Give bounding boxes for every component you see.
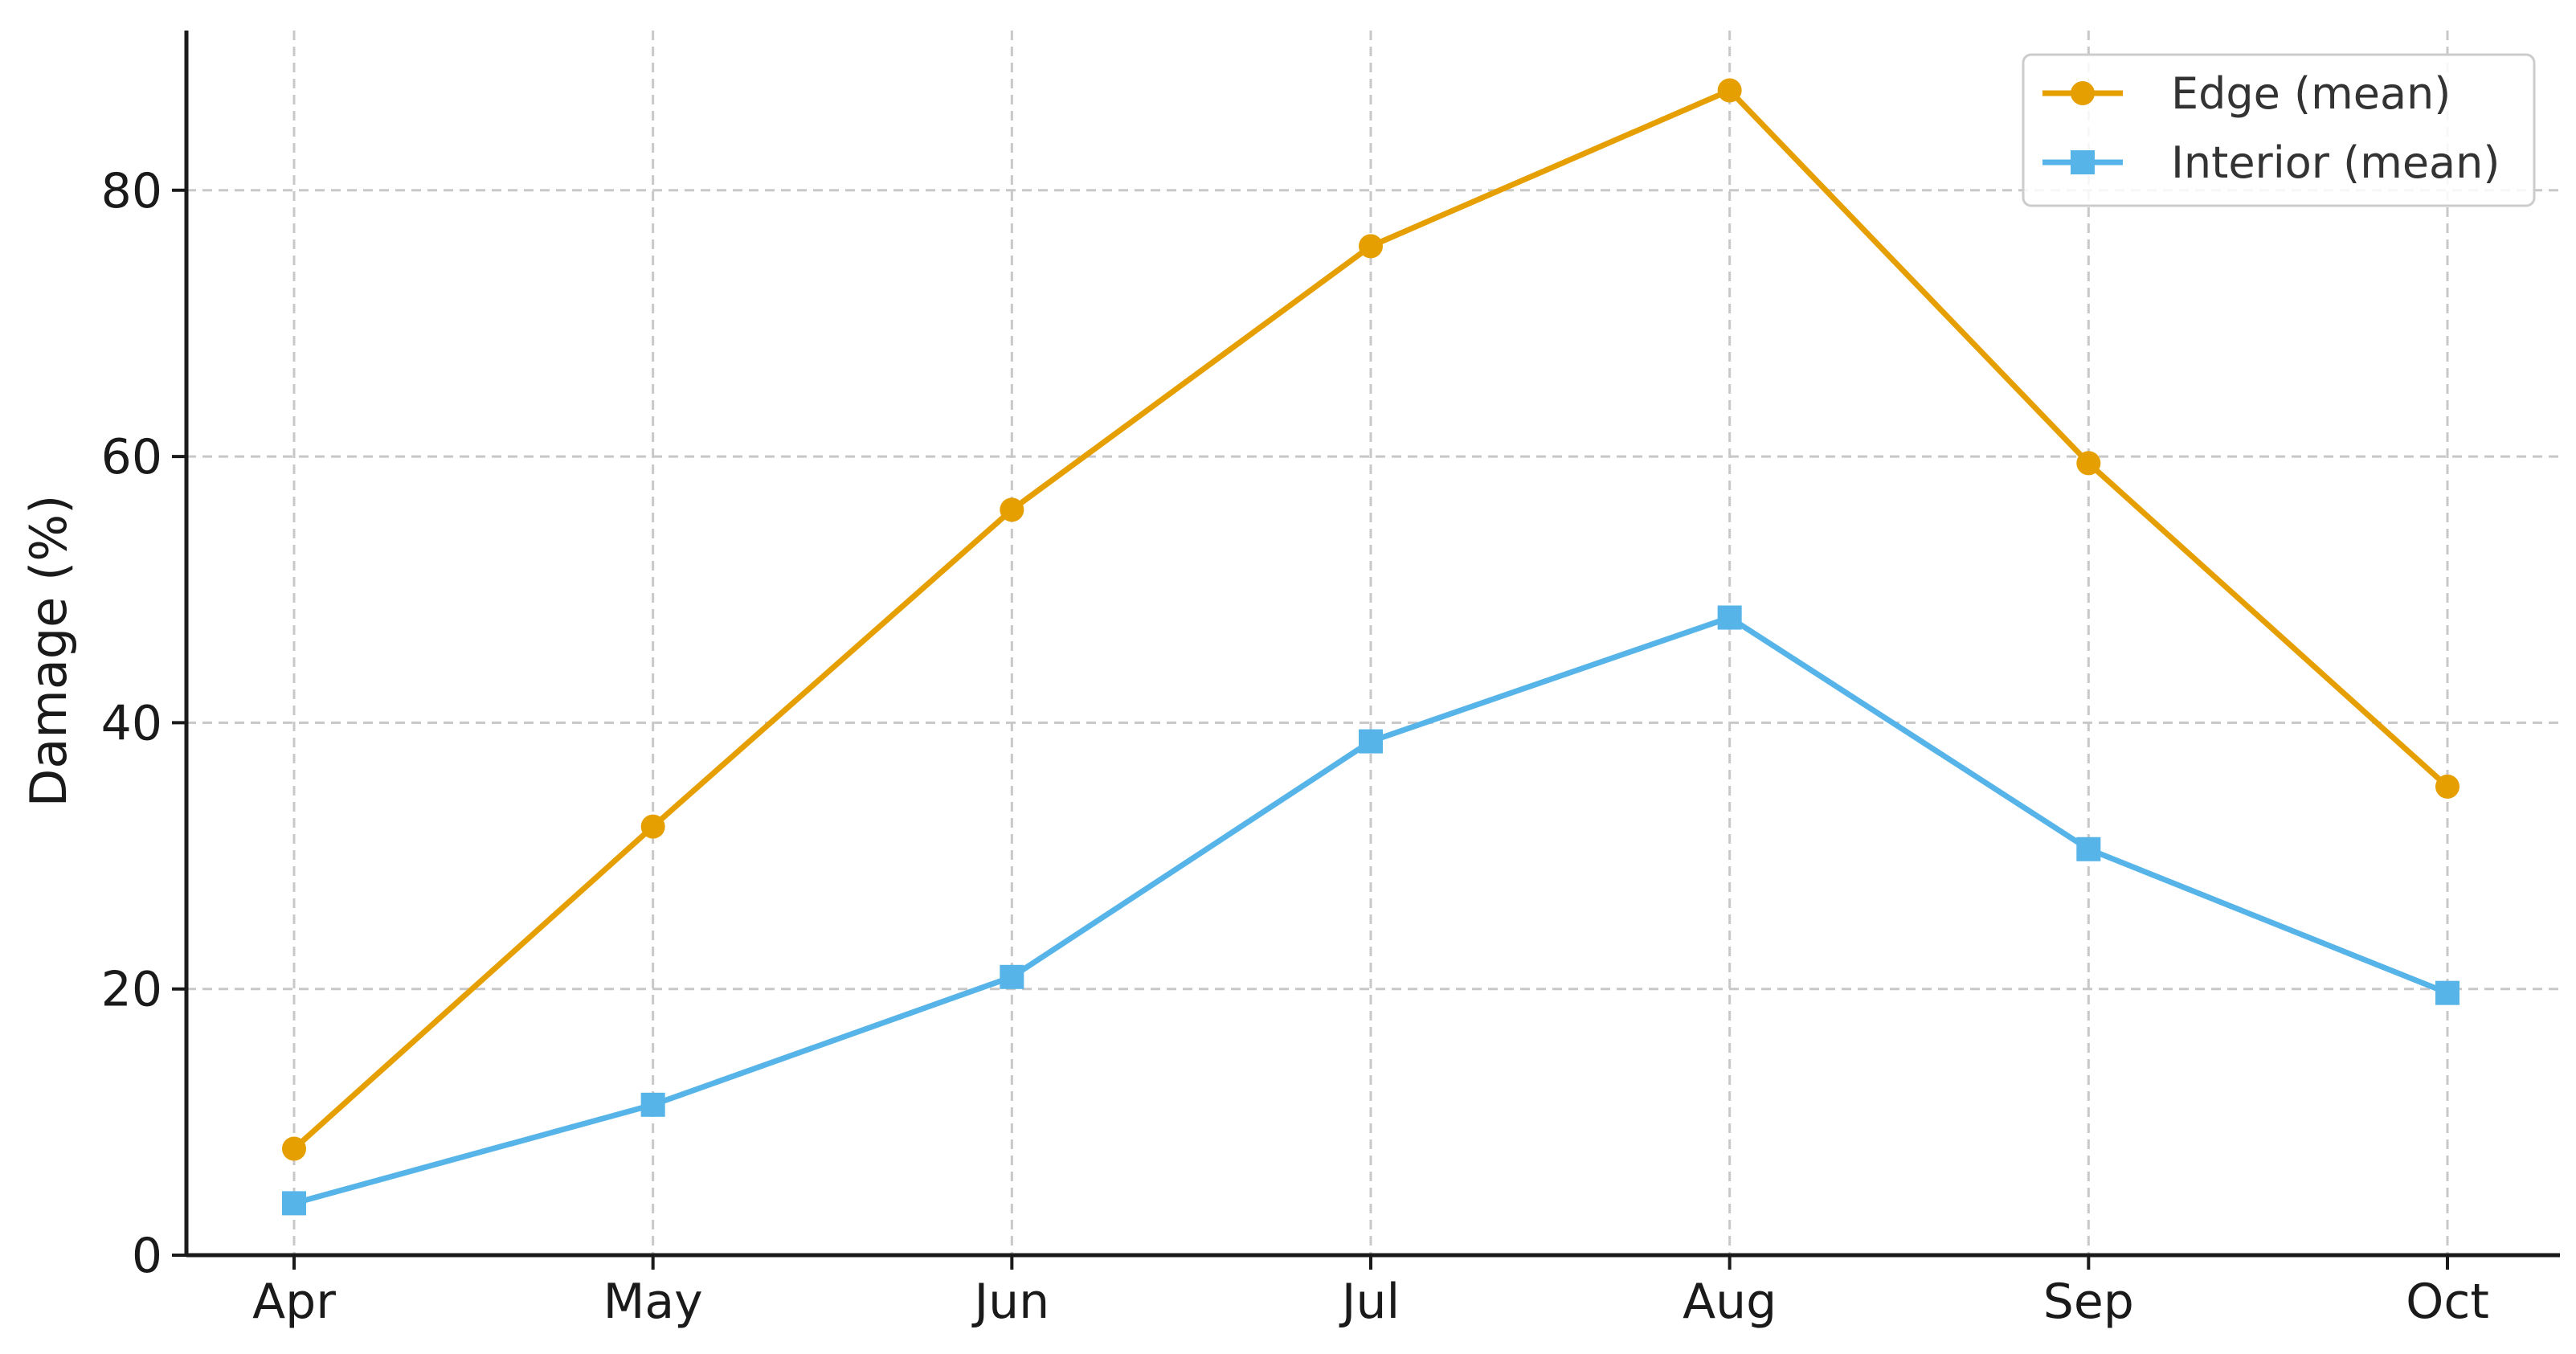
legend-label: Interior (mean) [2171, 137, 2500, 188]
x-tick-label: Oct [2406, 1274, 2489, 1330]
y-tick-label: 0 [132, 1228, 162, 1284]
y-axis-title: Damage (%) [19, 495, 78, 808]
legend-frame [2022, 53, 2536, 207]
data-point [282, 1136, 306, 1161]
legend-entry: Edge (mean) [2042, 68, 2451, 119]
data-point [640, 1092, 665, 1117]
x-tick-label: May [603, 1274, 703, 1330]
grid-layer [186, 31, 2560, 1255]
legend-label: Edge (mean) [2171, 68, 2451, 119]
legend-marker [2071, 81, 2095, 105]
data-point [640, 814, 665, 839]
ticks-layer: Apr May Jun Jul Aug Sep Oct 0 20 40 60 80 [101, 163, 2489, 1330]
x-tick-label: Apr [252, 1274, 336, 1330]
x-tick-label: Sep [2043, 1274, 2134, 1330]
legend-entry: Interior (mean) [2042, 137, 2500, 188]
x-tick-label: Jul [1339, 1274, 1400, 1330]
legend-marker [2071, 150, 2095, 174]
data-point [2076, 451, 2101, 476]
data-point [1000, 497, 1024, 522]
data-point [2076, 837, 2101, 861]
series-interior-mean [282, 605, 2459, 1216]
data-point [2435, 980, 2459, 1005]
y-tick-label: 20 [101, 962, 162, 1018]
data-point [1359, 729, 1383, 754]
y-tick-label: 60 [101, 429, 162, 485]
x-tick-label: Jun [971, 1274, 1049, 1330]
legend: Edge (mean) Interior (mean) [2022, 53, 2536, 207]
y-tick-label: 80 [101, 163, 162, 219]
series-edge-mean [282, 78, 2459, 1161]
data-point [1359, 234, 1383, 259]
data-point [1717, 78, 1742, 103]
x-tick-label: Aug [1683, 1274, 1777, 1330]
axes-layer [184, 31, 2560, 1258]
series-layer [282, 78, 2459, 1216]
data-point [282, 1191, 306, 1216]
y-tick-label: 40 [101, 695, 162, 751]
data-point [2435, 774, 2459, 799]
data-point [1000, 964, 1024, 989]
data-point [1717, 605, 1742, 630]
